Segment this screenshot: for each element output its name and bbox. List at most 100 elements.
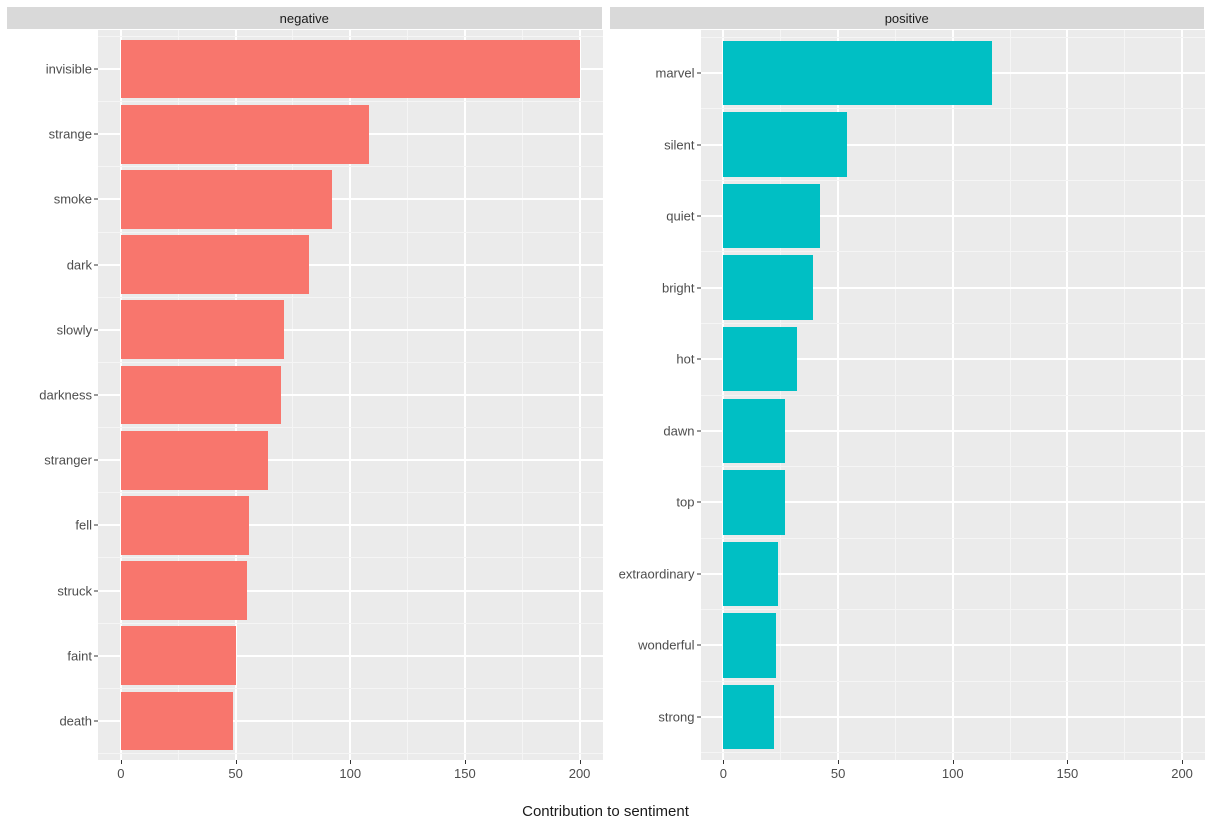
y-tick-label: top xyxy=(676,495,694,510)
gridline-minor xyxy=(98,492,603,493)
x-tick-label: 100 xyxy=(942,766,964,781)
bar xyxy=(723,41,991,105)
gridline-minor xyxy=(98,232,603,233)
gridline-minor xyxy=(98,623,603,624)
plot-panel xyxy=(98,30,603,760)
gridline-minor xyxy=(701,681,1206,682)
bar xyxy=(723,613,776,677)
gridline-minor xyxy=(701,395,1206,396)
x-tick xyxy=(121,760,122,764)
bar xyxy=(121,40,580,99)
bar xyxy=(723,327,796,391)
x-tick-label: 200 xyxy=(1171,766,1193,781)
gridline-minor xyxy=(98,557,603,558)
y-tick-label: hot xyxy=(676,352,694,367)
bar xyxy=(121,431,268,490)
x-tick-label: 100 xyxy=(339,766,361,781)
x-tick-label: 0 xyxy=(720,766,727,781)
bar xyxy=(121,626,236,685)
y-axis-labels: invisiblestrangesmokedarkslowlydarknesss… xyxy=(6,30,98,760)
gridline-minor xyxy=(98,753,603,754)
bar xyxy=(723,542,778,606)
bar xyxy=(121,105,369,164)
gridline-major xyxy=(701,644,1206,646)
facet-negative: negativeinvisiblestrangesmokedarkslowlyd… xyxy=(6,6,603,786)
x-tick xyxy=(838,760,839,764)
x-tick xyxy=(236,760,237,764)
facet-strip: negative xyxy=(6,6,603,30)
gridline-minor xyxy=(701,180,1206,181)
facet-row: negativeinvisiblestrangesmokedarkslowlyd… xyxy=(6,6,1205,786)
y-tick-label: stranger xyxy=(44,453,92,468)
y-tick-label: quiet xyxy=(666,209,694,224)
y-tick-label: wonderful xyxy=(638,638,694,653)
y-tick-label: struck xyxy=(57,583,92,598)
plot-panel xyxy=(701,30,1206,760)
y-tick-label: dawn xyxy=(663,423,694,438)
bar xyxy=(121,366,282,425)
bar xyxy=(121,496,249,555)
gridline-minor xyxy=(98,166,603,167)
y-tick-label: extraordinary xyxy=(619,566,695,581)
x-ticks: 0 50 100 150 200 xyxy=(701,760,1206,786)
gridline-minor xyxy=(98,101,603,102)
x-tick xyxy=(1067,760,1068,764)
bar xyxy=(121,170,332,229)
sentiment-contribution-chart: negativeinvisiblestrangesmokedarkslowlyd… xyxy=(0,0,1211,828)
gridline-minor xyxy=(98,297,603,298)
gridline-minor xyxy=(701,466,1206,467)
gridline-minor xyxy=(98,36,603,37)
y-tick-label: strange xyxy=(49,127,92,142)
gridline-minor xyxy=(701,538,1206,539)
y-tick-label: invisible xyxy=(46,62,92,77)
x-axis-title: Contribution to sentiment xyxy=(0,803,1211,820)
y-tick-label: silent xyxy=(664,137,694,152)
y-tick-label: faint xyxy=(67,648,92,663)
x-tick xyxy=(723,760,724,764)
panel-row: invisiblestrangesmokedarkslowlydarknesss… xyxy=(6,30,603,760)
x-tick-label: 150 xyxy=(1057,766,1079,781)
y-tick-label: smoke xyxy=(54,192,92,207)
facet-strip: positive xyxy=(609,6,1206,30)
gridline-major xyxy=(701,716,1206,718)
x-tick xyxy=(580,760,581,764)
bar xyxy=(723,470,785,534)
bar xyxy=(121,300,284,359)
x-tick-label: 150 xyxy=(454,766,476,781)
bar xyxy=(723,399,785,463)
bar xyxy=(723,685,773,749)
bar xyxy=(723,184,819,248)
gridline-minor xyxy=(98,362,603,363)
bar xyxy=(723,255,812,319)
y-tick-label: marvel xyxy=(655,65,694,80)
y-tick-label: dark xyxy=(67,257,92,272)
y-tick-label: fell xyxy=(75,518,92,533)
x-ticks: 050100150200 xyxy=(98,760,603,786)
gridline-minor xyxy=(98,688,603,689)
panel-row: marvel silent quiet bright hot dawn top extraor… xyxy=(609,30,1206,760)
bar xyxy=(121,561,247,620)
bar xyxy=(121,692,233,751)
x-axis: 050100150200 xyxy=(6,760,603,786)
facet-positive: positive marvel silent quiet bright hot dawn to… xyxy=(609,6,1206,786)
x-tick xyxy=(350,760,351,764)
x-tick-label: 50 xyxy=(831,766,845,781)
x-tick xyxy=(953,760,954,764)
y-tick-label: bright xyxy=(662,280,695,295)
gridline-minor xyxy=(701,323,1206,324)
gridline-minor xyxy=(701,251,1206,252)
x-tick-label: 50 xyxy=(228,766,242,781)
x-tick xyxy=(465,760,466,764)
gridline-minor xyxy=(98,427,603,428)
x-tick xyxy=(1182,760,1183,764)
axis-spacer xyxy=(609,760,701,786)
bar xyxy=(723,112,847,176)
y-tick-label: darkness xyxy=(39,388,92,403)
gridline-minor xyxy=(701,37,1206,38)
y-tick-label: death xyxy=(59,713,92,728)
gridline-minor xyxy=(701,108,1206,109)
gridline-minor xyxy=(701,609,1206,610)
x-axis: 0 50 100 150 200 xyxy=(609,760,1206,786)
y-axis-labels: marvel silent quiet bright hot dawn top extraor… xyxy=(609,30,701,760)
gridline-minor xyxy=(701,752,1206,753)
